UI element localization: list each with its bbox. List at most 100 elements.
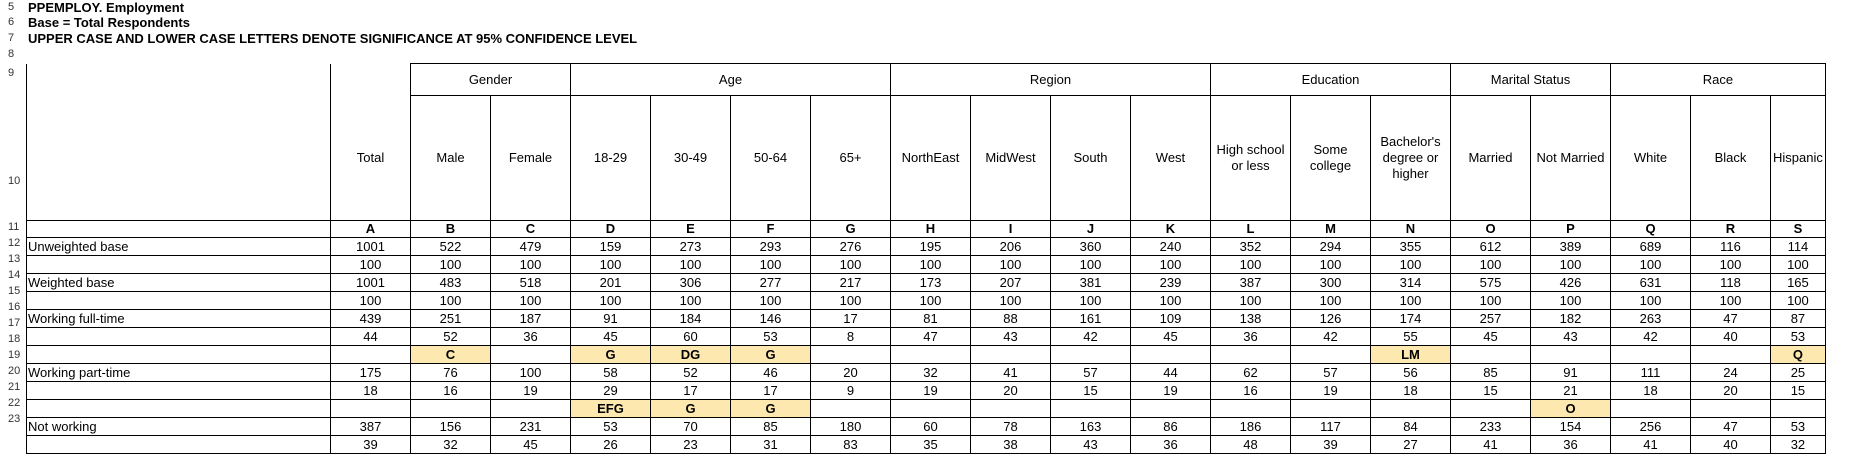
row-number: 22 [8,397,21,409]
value-cell: 20 [810,363,891,382]
row-number: 8 [8,48,15,60]
significance-cell [1210,399,1291,418]
value-cell: 300 [1290,273,1371,292]
value-cell: 173 [890,273,971,292]
value-cell: 91 [1530,363,1611,382]
value-cell: 426 [1530,273,1611,292]
value-cell: 43 [1050,435,1131,454]
value-cell: 100 [970,255,1051,274]
value-cell: 100 [410,255,491,274]
value-cell: 251 [410,309,491,328]
significance-row: EFG G G O [26,399,1826,418]
value-cell: 100 [1770,255,1826,274]
value-cell: 100 [330,291,411,310]
value-cell: 294 [1290,237,1371,256]
column-header: Male [410,95,491,221]
column-letter: H [890,220,971,238]
significance-cell [410,399,491,418]
column-letter: J [1050,220,1131,238]
value-cell: 239 [1130,273,1211,292]
column-header: Black [1690,95,1771,221]
value-cell: 174 [1370,309,1451,328]
significance-cell: LM [1370,345,1451,364]
value-cell: 78 [970,417,1051,436]
value-cell: 46 [730,363,811,382]
column-header-row: Total Male Female 18-29 30-49 50-64 65+ NorthEa… [27,95,1826,221]
value-cell: 42 [1290,327,1371,346]
row-number: 10 [8,175,21,187]
value-cell: 47 [1690,417,1771,436]
value-cell: 100 [1130,255,1211,274]
row-number: 20 [8,365,21,377]
value-cell: 518 [490,273,571,292]
column-letter: F [730,220,811,238]
value-cell: 100 [1370,291,1451,310]
value-cell: 44 [1130,363,1211,382]
stub-cell [26,220,331,238]
value-cell: 62 [1210,363,1291,382]
group-header-education: Education [1210,63,1451,96]
value-cell: 182 [1530,309,1611,328]
column-header: West [1130,95,1211,221]
value-cell: 100 [1290,291,1371,310]
value-cell: 18 [330,381,411,400]
value-cell: 85 [730,417,811,436]
value-cell: 29 [570,381,651,400]
value-cell: 217 [810,273,891,292]
significance-cell [1450,399,1531,418]
value-cell: 85 [1450,363,1531,382]
column-header: 50-64 [730,95,811,221]
value-cell: 352 [1210,237,1291,256]
value-cell: 57 [1290,363,1371,382]
value-cell: 355 [1370,237,1451,256]
value-cell: 117 [1290,417,1371,436]
row-number: 9 [8,67,15,79]
column-letter: N [1370,220,1451,238]
value-cell: 612 [1450,237,1531,256]
value-cell: 43 [1530,327,1611,346]
value-cell: 256 [1610,417,1691,436]
table-row: 100 100 100 100 100 100 100 100 100 100 100 100 100 1… [26,291,1826,310]
significance-cell [1770,399,1826,418]
significance-cell: O [1530,399,1611,418]
column-header: Some college [1290,95,1371,221]
column-header: 18-29 [570,95,651,221]
table-row: Working full-time 439 251 187 91 184 146 17 81 88… [26,309,1826,328]
value-cell: 15 [1050,381,1131,400]
significance-cell [810,399,891,418]
table-row: 18 16 19 29 17 17 9 19 20 15 19 16 19 18 15 21 18 20 15 [26,381,1826,400]
value-cell: 21 [1530,381,1611,400]
value-cell: 100 [570,255,651,274]
significance-note: UPPER CASE AND LOWER CASE LETTERS DENOTE… [28,31,638,46]
value-cell: 116 [1690,237,1771,256]
value-cell: 184 [650,309,731,328]
value-cell: 32 [1770,435,1826,454]
group-header-gender: Gender [410,63,571,96]
significance-cell [1690,399,1771,418]
stub-header-cell [26,63,331,221]
value-cell: 161 [1050,309,1131,328]
value-cell: 17 [650,381,731,400]
value-cell: 100 [1690,255,1771,274]
value-cell: 207 [970,273,1051,292]
value-cell: 100 [490,255,571,274]
value-cell: 40 [1690,435,1771,454]
value-cell: 206 [970,237,1051,256]
value-cell: 100 [890,291,971,310]
value-cell: 146 [730,309,811,328]
row-label [26,435,331,454]
value-cell: 19 [890,381,971,400]
row-label: Weighted base [26,273,331,292]
value-cell: 100 [1370,255,1451,274]
value-cell: 9 [810,381,891,400]
value-cell: 186 [1210,417,1291,436]
value-cell: 381 [1050,273,1131,292]
row-number: 7 [8,32,15,44]
value-cell: 16 [410,381,491,400]
value-cell: 87 [1770,309,1826,328]
row-label [26,381,331,400]
row-number: 13 [8,253,21,265]
value-cell: 439 [330,309,411,328]
value-cell: 276 [810,237,891,256]
column-header: South [1050,95,1131,221]
